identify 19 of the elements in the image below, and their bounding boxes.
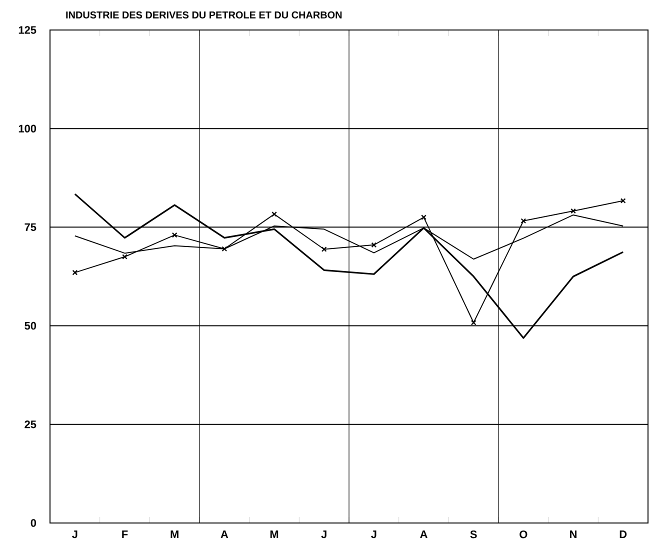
y-tick-label: 75 xyxy=(24,223,36,232)
y-tick-label: 125 xyxy=(18,26,36,34)
x-tick-label: M xyxy=(270,530,278,538)
x-tick-label: S xyxy=(470,530,477,538)
y-tick-label: 0 xyxy=(30,519,36,527)
x-tick-label: J xyxy=(371,530,376,538)
x-tick-label: A xyxy=(420,530,428,538)
y-tick-label: 25 xyxy=(24,420,36,428)
x-tick-label: D xyxy=(620,530,627,538)
x-tick-label: J xyxy=(321,530,326,538)
x-tick-label: J xyxy=(72,530,78,538)
x-tick-label: F xyxy=(122,530,128,538)
x-tick-label: N xyxy=(570,530,576,538)
y-tick-label: 50 xyxy=(24,322,36,330)
x-tick-label: A xyxy=(220,530,228,538)
y-tick-label: 100 xyxy=(18,124,36,132)
chart-title: INDUSTRIE DES DERIVES DU PETROLE ET DU CHARBON xyxy=(66,11,342,18)
x-tick-label: M xyxy=(170,530,178,538)
x-tick-label: O xyxy=(520,530,528,538)
